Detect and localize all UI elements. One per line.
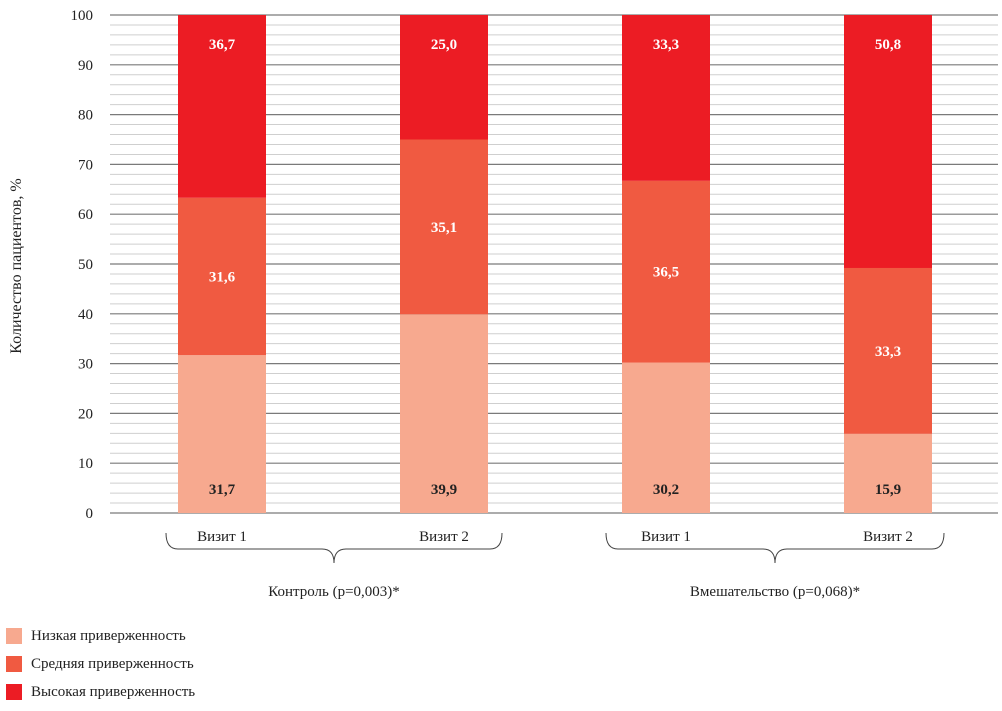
category-label: Визит 1 [641, 529, 691, 545]
y-tick-label: 50 [78, 257, 93, 273]
y-tick-label: 40 [78, 307, 93, 323]
data-label: 39,9 [431, 482, 457, 498]
y-tick-label: 60 [78, 207, 93, 223]
y-tick-label: 100 [71, 8, 94, 24]
y-axis-label: Количество пациентов, % [8, 178, 25, 353]
y-tick-label: 80 [78, 108, 93, 124]
legend-label-low: Низкая приверженность [31, 627, 186, 644]
y-axis-ticks: 0 10 20 30 40 50 60 70 80 90 100 [71, 8, 94, 522]
bar-segment [400, 15, 488, 140]
group-label: Вмешательство (p=0,068)* [690, 584, 860, 600]
y-tick-label: 10 [78, 456, 93, 472]
data-label: 36,5 [653, 265, 679, 281]
bar-segment [400, 139, 488, 315]
data-label: 15,9 [875, 482, 901, 498]
bar-segment [622, 362, 710, 513]
legend: Низкая приверженность Средняя приверженн… [6, 622, 195, 706]
data-label: 33,3 [875, 344, 901, 360]
legend-swatch-low [6, 628, 22, 644]
group-brace [605, 532, 945, 564]
data-label: 33,3 [653, 37, 679, 53]
stacked-bar-chart: 31,7 31,6 36,7 39,9 35,1 25,0 30,2 36,5 33,3 15,9… [8, 8, 998, 600]
y-tick-label: 0 [86, 506, 94, 522]
legend-swatch-high [6, 684, 22, 700]
data-label: 30,2 [653, 482, 679, 498]
y-tick-label: 30 [78, 357, 93, 373]
data-label: 25,0 [431, 37, 457, 53]
group-brace [165, 532, 503, 564]
legend-item-low: Низкая приверженность [6, 622, 195, 650]
data-label: 35,1 [431, 220, 457, 236]
y-tick-label: 70 [78, 157, 93, 173]
category-label: Визит 2 [863, 529, 913, 545]
bars: 31,7 31,6 36,7 39,9 35,1 25,0 30,2 36,5 33,3 15,9… [178, 15, 932, 513]
bar-segment [178, 15, 266, 198]
legend-label-medium: Средняя приверженность [31, 655, 194, 672]
bar-segment [178, 197, 266, 356]
group-brackets: Контроль (p=0,003)* Вмешательство (p=0,06… [165, 532, 945, 600]
y-tick-label: 90 [78, 58, 93, 74]
legend-swatch-medium [6, 656, 22, 672]
bar-segment [178, 355, 266, 513]
bar-segment [622, 180, 710, 363]
data-label: 31,7 [209, 482, 236, 498]
group-label: Контроль (p=0,003)* [268, 584, 400, 600]
bar-segment [844, 433, 932, 513]
bar-segment [400, 314, 488, 513]
data-label: 36,7 [209, 37, 236, 53]
bar-segment [844, 267, 932, 434]
category-label: Визит 1 [197, 529, 247, 545]
x-axis-categories: Визит 1 Визит 2 Визит 1 Визит 2 [197, 529, 913, 545]
bar-segment [844, 15, 932, 268]
data-label: 31,6 [209, 269, 236, 285]
bar-segment [622, 15, 710, 181]
category-label: Визит 2 [419, 529, 469, 545]
legend-item-high: Высокая приверженность [6, 678, 195, 706]
data-label: 50,8 [875, 37, 901, 53]
legend-item-medium: Средняя приверженность [6, 650, 195, 678]
legend-label-high: Высокая приверженность [31, 683, 196, 700]
y-tick-label: 20 [78, 406, 93, 422]
